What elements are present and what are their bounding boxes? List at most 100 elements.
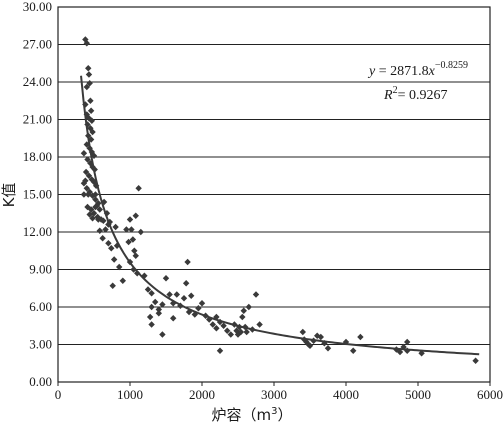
data-point [159,301,166,308]
data-point [116,263,123,271]
data-point [180,295,188,302]
data-point [112,223,119,231]
data-point [84,203,91,211]
x-tick-label: 1000 [117,387,143,402]
data-point [240,307,247,314]
data-point [137,228,144,236]
data-point [86,211,93,218]
trendline [80,75,480,356]
data-point [173,291,180,298]
data-point [93,202,101,209]
data-point [357,333,364,341]
y-tick-label: 21.00 [23,112,52,127]
data-point [148,303,155,311]
data-point [233,327,240,334]
y-tick-label: 3.00 [29,337,52,352]
data-point [166,291,173,298]
data-point [92,191,99,198]
x-axis-ticks: 0 1000 2000 3000 4000 5000 6000 [55,382,503,402]
data-point [103,210,111,217]
data-point [87,206,95,213]
data-point [80,191,88,198]
data-point [86,188,93,196]
data-point [105,221,112,228]
data-point [350,347,357,354]
data-point [80,150,88,157]
data-point [131,247,138,254]
data-point [144,286,152,293]
data-point [95,216,102,223]
data-point [87,160,94,167]
data-point [119,277,126,284]
data-point [213,325,220,332]
data-point [82,168,90,176]
data-point [123,226,130,233]
data-point [132,252,139,259]
data-point [89,128,96,136]
data-point [99,235,106,242]
data-point [85,191,92,198]
data-point [317,333,324,341]
r-squared-label: R2= 0.9267 [383,85,447,103]
data-point [224,327,231,334]
y-tick-label: 6.00 [29,299,52,314]
data-point [216,318,224,326]
data-point [472,357,479,364]
data-point [135,185,142,192]
data-point [92,182,100,189]
data-point [162,275,170,282]
data-point [256,321,263,328]
y-tick-label: 9.00 [29,262,52,277]
data-point [86,80,93,87]
trendline-equation: y = 2871.8x−0.8259 [367,60,468,79]
data-point [239,313,246,321]
data-point [113,242,121,249]
data-point [85,172,93,179]
data-point [243,328,250,336]
data-point [83,141,90,148]
data-point [83,185,90,192]
data-point [245,303,252,311]
data-point [396,348,404,356]
data-point [237,328,245,336]
data-points [80,36,479,364]
data-point [152,298,159,306]
x-tick-label: 3000 [261,387,287,402]
x-tick-label: 0 [55,387,62,402]
x-tick-label: 4000 [333,387,359,402]
data-point [306,342,314,349]
data-point [198,300,206,307]
data-point [324,345,332,352]
data-point [216,347,224,354]
data-point [148,321,155,328]
data-point [126,216,134,223]
data-point [82,177,89,184]
data-point [234,331,242,338]
y-axis-label: K值 [0,183,18,208]
data-point [88,148,96,156]
data-point [252,291,260,298]
x-axis-label: 炉容（m3） [211,406,292,424]
data-point [80,180,88,187]
data-point [184,258,191,266]
data-point [90,178,98,186]
data-point [209,321,216,328]
data-point [108,245,115,252]
data-point [220,322,227,329]
data-point [96,227,103,234]
y-axis-ticks: 0.00 3.00 6.00 9.00 12.00 15.00 18.00 21.00 24.0… [23,0,52,389]
data-point [159,331,166,338]
data-point [83,83,90,91]
y-tick-label: 12.00 [23,224,52,239]
data-point [96,206,103,213]
x-tick-label: 5000 [405,387,431,402]
data-point [87,97,94,104]
data-point [100,217,107,224]
data-point [227,331,234,338]
data-point [148,290,155,297]
data-point [100,198,108,206]
data-point [90,210,98,217]
data-point [155,310,162,317]
data-point [89,215,96,222]
